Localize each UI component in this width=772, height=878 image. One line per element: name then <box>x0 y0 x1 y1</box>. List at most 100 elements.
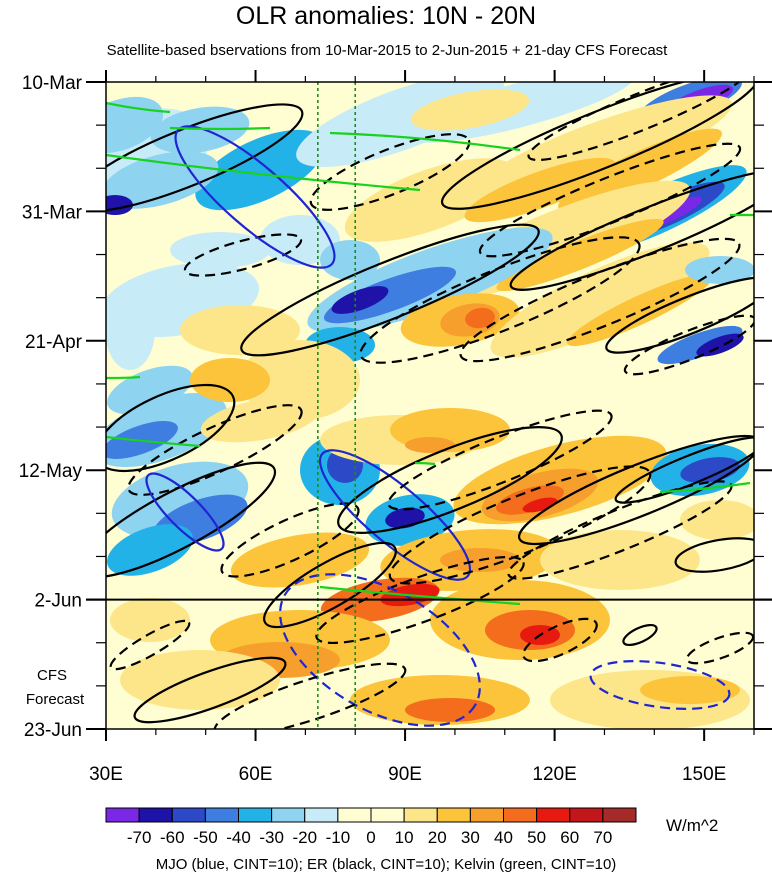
colorbar-label: -50 <box>193 828 218 847</box>
x-tick-label: 150E <box>682 764 726 785</box>
colorbar-label: -20 <box>292 828 317 847</box>
olr-anomaly-patch <box>567 273 713 347</box>
olr-anomaly-patch <box>331 286 389 314</box>
colorbar-swatch <box>138 807 173 823</box>
colorbar-swatch <box>602 807 637 823</box>
kelvin-contour <box>106 435 201 448</box>
er-contour <box>133 656 287 724</box>
er-contour <box>309 133 471 211</box>
colorbar-label: 40 <box>494 828 513 847</box>
colorbar-swatch <box>436 807 471 823</box>
y-tick-label: 23-Jun <box>24 720 82 741</box>
olr-anomaly-patch <box>240 340 360 420</box>
olr-anomaly-patch <box>558 128 722 212</box>
olr-anomaly-patch <box>680 500 754 540</box>
colorbar-label: -30 <box>259 828 284 847</box>
colorbar-swatch <box>304 807 339 823</box>
er-contour <box>518 434 754 546</box>
olr-anomaly-patch <box>180 305 300 355</box>
kelvin-contour <box>106 153 421 192</box>
kelvin-contour <box>659 481 751 494</box>
olr-anomaly-patch <box>490 242 710 358</box>
units-label: W/m^2 <box>666 816 719 835</box>
er-contour <box>527 82 753 162</box>
er-contour <box>623 314 754 376</box>
colorbar-swatch <box>569 807 604 823</box>
colorbar-swatch <box>337 807 372 823</box>
olr-anomaly-patch <box>170 232 270 268</box>
olr-anomaly-patch <box>405 437 455 453</box>
colorbar-label: 60 <box>560 828 579 847</box>
colorbar-label: 10 <box>395 828 414 847</box>
olr-anomaly-patch <box>465 307 495 329</box>
olr-anomaly-patch <box>195 129 325 211</box>
mjo-contour <box>279 573 481 727</box>
colorbar-swatch <box>271 807 306 823</box>
colorbar-label: 20 <box>428 828 447 847</box>
colorbar-label: -60 <box>160 828 185 847</box>
er-contour <box>614 436 754 504</box>
er-contour <box>183 233 303 277</box>
forecast-label-cfs: CFS <box>37 667 67 684</box>
er-contour <box>213 662 407 729</box>
colorbar-swatch <box>469 807 504 823</box>
er-contour <box>106 383 236 473</box>
y-tick-label: 12-May <box>19 461 83 482</box>
olr-anomaly-patch <box>320 240 380 280</box>
er-contour <box>685 631 754 665</box>
er-contour <box>459 237 741 363</box>
olr-anomaly-patch <box>640 676 740 704</box>
er-contour <box>509 169 754 291</box>
kelvin-contour <box>106 375 141 380</box>
colorbar-label: 70 <box>593 828 612 847</box>
y-tick-label: 21-Apr <box>25 332 83 353</box>
er-contour <box>674 537 754 573</box>
olr-anomaly-patch <box>107 524 193 576</box>
colorbar-swatch <box>403 807 438 823</box>
er-contour <box>109 619 191 671</box>
overlay-legend-note: MJO (blue, CINT=10); ER (black, CINT=10)… <box>155 856 617 873</box>
er-contour <box>387 409 613 511</box>
kelvin-contour <box>329 131 521 152</box>
mjo-contour <box>174 125 336 269</box>
kelvin-contour <box>319 585 521 606</box>
olr-anomaly-patch <box>110 598 190 642</box>
olr-anomaly-patch <box>106 290 155 370</box>
x-tick-label: 90E <box>388 764 422 785</box>
mjo-contour <box>589 660 731 710</box>
colorbar-label: 50 <box>527 828 546 847</box>
x-tick-label: 60E <box>239 764 273 785</box>
er-contour <box>359 236 641 364</box>
kelvin-contour <box>169 126 271 131</box>
colorbar-label: 30 <box>461 828 480 847</box>
er-contour <box>337 426 563 534</box>
colorbar-swatch <box>503 807 538 823</box>
mjo-contour <box>145 472 225 552</box>
kelvin-contour <box>414 461 436 466</box>
er-contour <box>220 502 360 578</box>
er-contour <box>106 461 277 579</box>
forecast-label-forecast: Forecast <box>26 691 85 708</box>
kelvin-contour <box>106 101 171 114</box>
olr-anomaly-patch <box>657 325 743 365</box>
colorbar-swatch <box>105 807 140 823</box>
olr-anomaly-patch <box>464 157 616 223</box>
olr-anomaly-patch <box>405 698 495 722</box>
colorbar-swatch <box>171 807 206 823</box>
olr-anomaly-patch <box>106 96 164 154</box>
colorbar-swatch <box>204 807 239 823</box>
olr-anomaly-patch <box>120 650 280 710</box>
colorbar-swatch <box>370 807 405 823</box>
er-contour <box>315 555 525 645</box>
olr-anomaly-patch <box>496 485 564 515</box>
olr-anomaly-patch <box>344 158 516 242</box>
olr-anomaly-patch <box>190 358 270 402</box>
olr-anomaly-patch <box>410 89 530 131</box>
er-contour <box>605 276 754 354</box>
chart-title: OLR anomalies: 10N - 20N <box>235 2 537 30</box>
chart-subtitle: Satellite-based bservations from 10-Mar-… <box>106 42 668 59</box>
x-tick-label: 120E <box>532 764 576 785</box>
er-contour <box>522 617 598 663</box>
er-contour <box>263 541 397 629</box>
